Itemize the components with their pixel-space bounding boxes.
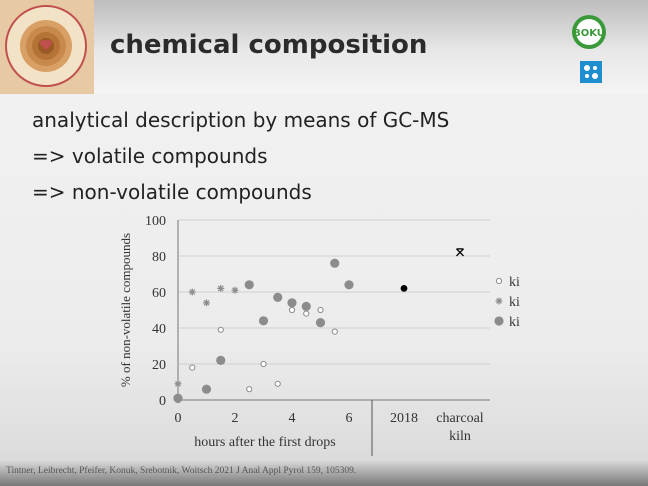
x-tick-label: kiln: [449, 429, 471, 444]
slide-header: [0, 0, 648, 93]
data-point-kiln-1: [303, 310, 310, 317]
data-point-kiln-2: [231, 286, 239, 294]
data-point-kiln-3: [287, 298, 297, 308]
y-tick-label: 80: [152, 250, 166, 265]
data-point-kiln-3: [173, 393, 183, 403]
y-axis-label: % of non-volatile compounds: [118, 233, 133, 387]
institute-badge-icon: [580, 61, 602, 83]
data-point-kiln-2: [203, 299, 210, 307]
y-tick-label: 20: [152, 358, 166, 373]
data-point-kiln-1: [317, 306, 324, 314]
legend-label: kiln 2: [509, 295, 520, 310]
x-tick-label: 4: [289, 411, 296, 426]
bullet-gcms: analytical description by means of GC-MS: [32, 108, 450, 132]
bullet-volatile: => volatile compounds: [32, 144, 268, 168]
boku-logo-icon: BOKU: [572, 15, 606, 49]
data-point-kiln-1: [260, 360, 267, 368]
legend-label: kiln 1: [509, 275, 520, 290]
data-point-kiln-3: [216, 355, 226, 365]
x-tick-label: charcoal: [436, 411, 484, 426]
legend-marker: [495, 277, 503, 285]
data-point-kiln-3: [330, 258, 340, 268]
bullet-nonvolatile: => non-volatile compounds: [32, 180, 312, 204]
y-tick-label: 0: [159, 394, 166, 409]
x-tick-label: 0: [175, 411, 182, 426]
data-point-kiln-3: [201, 384, 212, 394]
data-point-charcoal: [456, 248, 464, 257]
data-point-kiln-3: [315, 318, 326, 328]
data-point-kiln-1: [274, 380, 281, 387]
citation: Tintner, Leibrecht, Pfeifer, Konuk, Sreb…: [6, 466, 357, 476]
legend-marker: [495, 297, 503, 305]
data-point-kiln-3: [301, 301, 311, 311]
data-point-kiln-2: [174, 380, 182, 388]
data-point-kiln-2: [217, 284, 225, 292]
data-point-kiln-1: [246, 386, 253, 393]
world-wood-day-logo: [0, 0, 94, 94]
svg-text:BOKU: BOKU: [573, 28, 605, 39]
data-point-kiln-2: [188, 288, 196, 296]
page-title: chemical composition: [110, 30, 428, 60]
data-point-kiln-1: [217, 326, 224, 333]
x-axis-label: hours after the first drops: [194, 435, 336, 450]
x-tick-label: 6: [346, 411, 353, 426]
bottom-shade: [0, 460, 648, 486]
legend-label: kiln 3: [509, 315, 520, 330]
y-tick-label: 60: [152, 286, 166, 301]
data-point-kiln-3: [258, 316, 269, 326]
data-point-kiln-1: [189, 364, 196, 371]
legend-marker: [494, 316, 504, 326]
x-tick-label: 2018: [390, 411, 418, 426]
x-tick-label: 2: [232, 411, 239, 426]
data-point-kiln-3: [273, 292, 283, 302]
data-point-kiln-1: [331, 328, 338, 335]
y-tick-label: 40: [152, 322, 166, 337]
scatter-chart: 0 20 40 60 80 100 0 2 4 6 2018 charcoal kiln hours af…: [118, 214, 520, 456]
y-tick-label: 100: [145, 214, 166, 229]
data-point-2018: [400, 285, 408, 292]
data-point-kiln-3: [344, 280, 354, 290]
data-point-kiln-1: [288, 306, 296, 314]
data-point-kiln-3: [244, 280, 254, 290]
